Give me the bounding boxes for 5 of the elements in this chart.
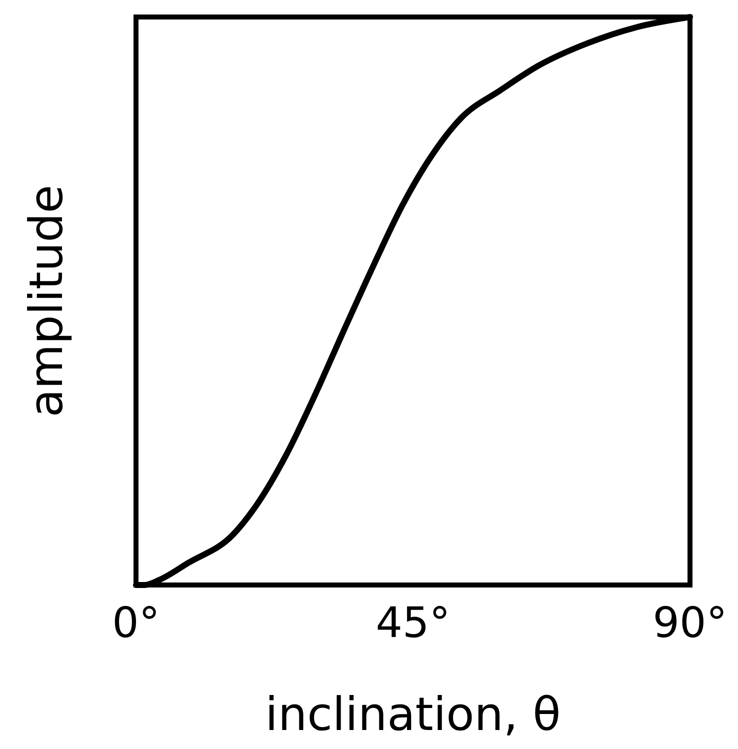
x-tick-label: 45°	[376, 598, 450, 647]
x-axis-title: inclination, θ	[265, 687, 561, 741]
x-tick-label: 0°	[112, 598, 160, 647]
y-axis-title: amplitude	[19, 184, 73, 418]
x-tick-label: 90°	[652, 598, 728, 647]
